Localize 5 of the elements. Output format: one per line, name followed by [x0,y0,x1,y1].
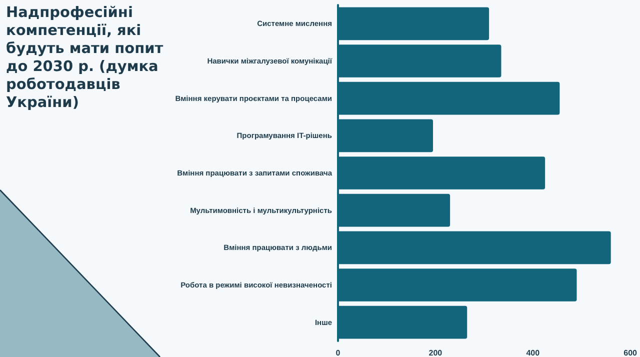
text: Надпрофесійні компетенції, які будуть мати попит до 2030 р. (думка роботодавців України) [6,5,164,111]
x-tick-label: 200 [428,348,443,357]
x-tick-label: 600 [624,348,638,357]
x-tick-label: 400 [526,348,540,357]
x-tick-label: 0 [336,348,341,357]
